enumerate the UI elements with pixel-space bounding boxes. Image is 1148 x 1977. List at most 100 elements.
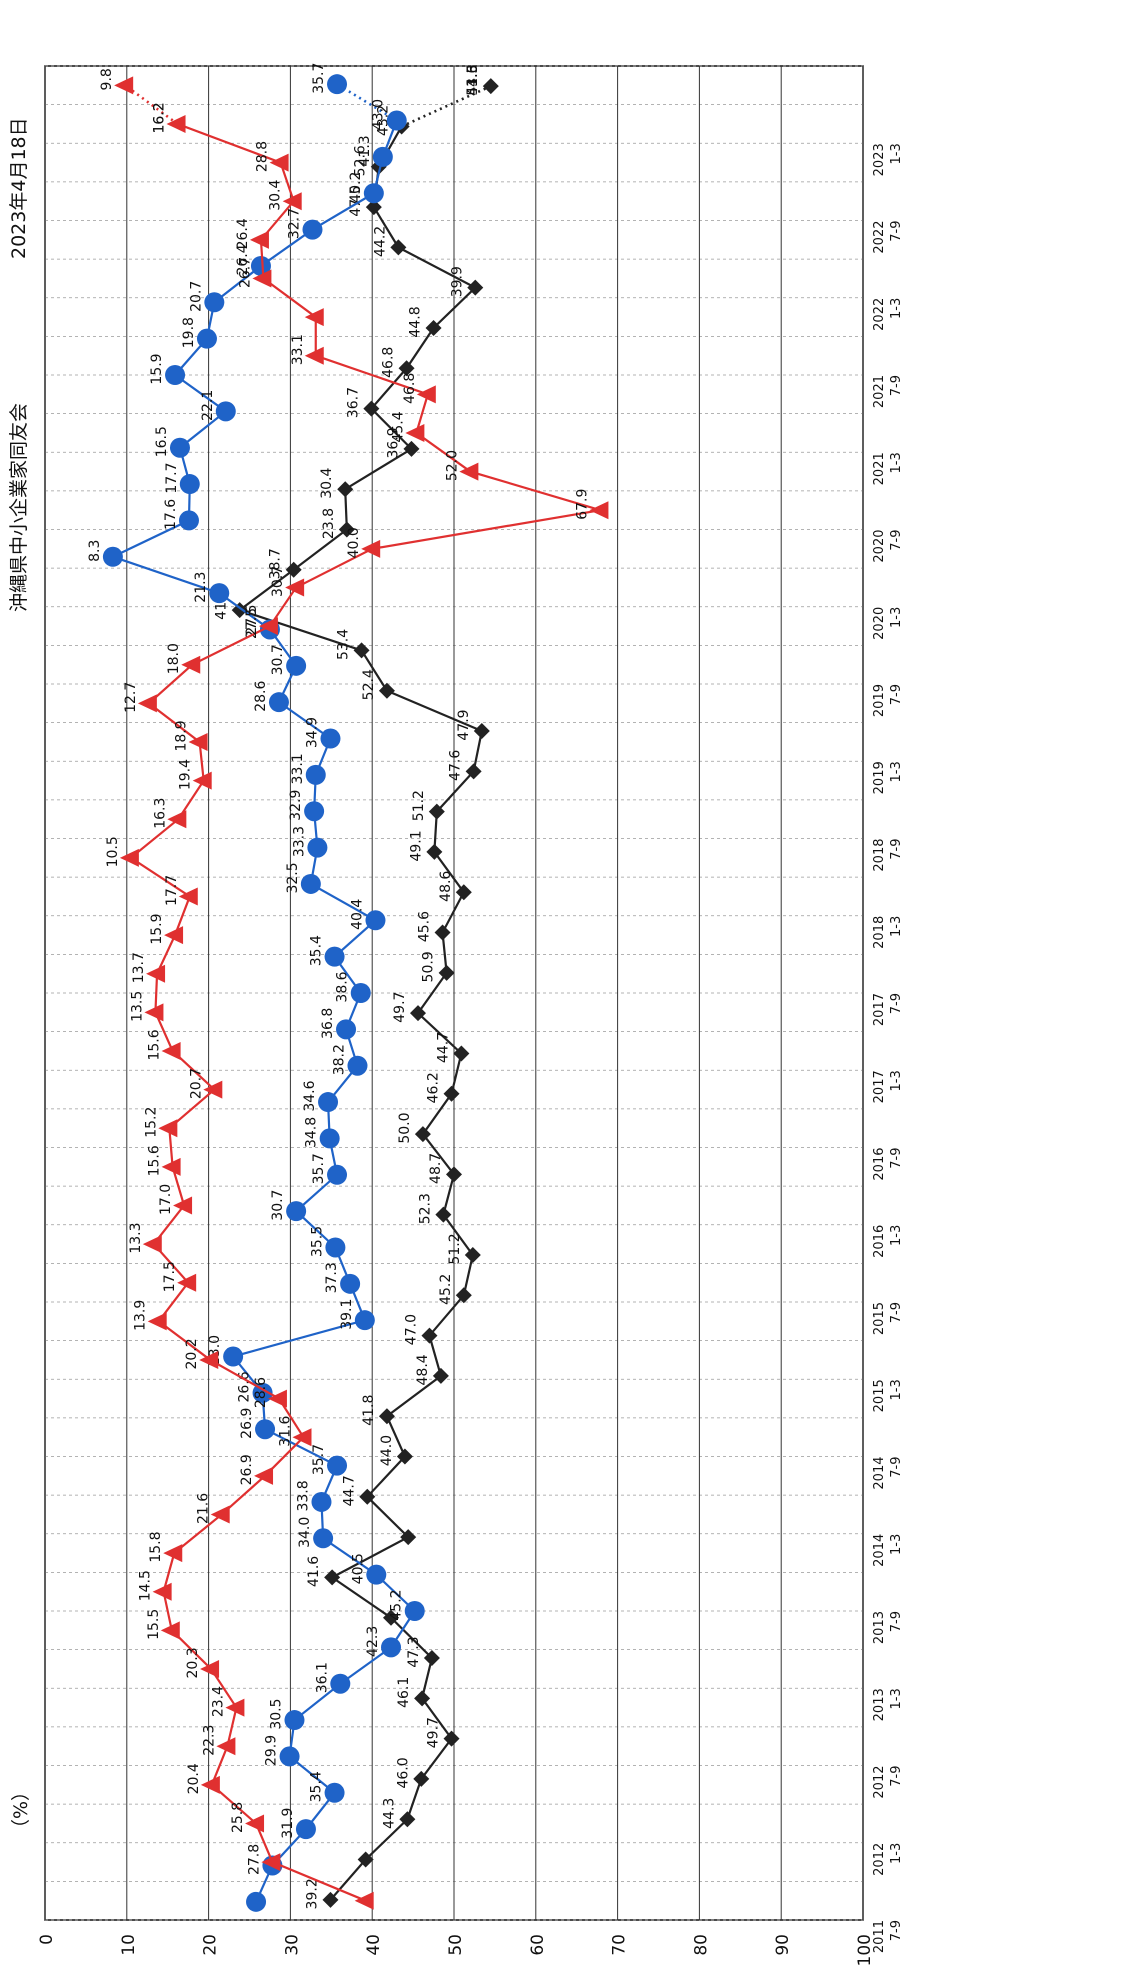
red-data-label: 15.6 <box>147 1145 163 1176</box>
period-quarter-label: 1-3 <box>889 916 904 937</box>
period-quarter-label: 7-9 <box>889 684 904 705</box>
red-data-label: 28.6 <box>253 1377 269 1408</box>
red-data-label: 52.0 <box>444 450 460 481</box>
period-year-label: 2021 <box>872 375 887 408</box>
blue-data-label: 33.3 <box>291 826 307 857</box>
blue-data-label: 31.9 <box>280 1808 296 1839</box>
blue-point <box>223 1346 244 1367</box>
black-data-label: 52.4 <box>361 669 377 700</box>
blue-point <box>252 1382 273 1403</box>
blue-data-label: 22.1 <box>200 390 216 421</box>
black-point <box>398 360 415 377</box>
period-year-label: 2019 <box>872 684 887 717</box>
blue-point <box>196 328 217 349</box>
period-quarter-label: 7-9 <box>889 993 904 1014</box>
period-quarter-label: 7-9 <box>889 221 904 242</box>
blue-data-label: 21.3 <box>193 572 209 603</box>
period-quarter-label: 1-3 <box>889 298 904 319</box>
red-point <box>188 732 208 751</box>
blue-point <box>354 1310 375 1331</box>
red-data-label: 12.7 <box>123 682 139 713</box>
black-point <box>338 521 355 538</box>
red-data-label: 19.4 <box>178 759 194 790</box>
black-data-label: 53.4 <box>336 629 352 660</box>
red-point <box>203 1080 223 1099</box>
red-point <box>161 1041 181 1060</box>
period-year-label: 2012 <box>872 1766 887 1799</box>
period-year-label: 2022 <box>872 298 887 331</box>
black-data-label: 47.6 <box>448 750 464 781</box>
period-quarter-label: 1-3 <box>889 1843 904 1864</box>
red-data-label: 16.2 <box>152 102 168 133</box>
blue-data-label: 17.6 <box>163 499 179 530</box>
black-point <box>285 561 302 578</box>
blue-data-label: 38.2 <box>331 1044 347 1075</box>
red-point <box>589 501 609 520</box>
blue-point <box>325 1237 346 1258</box>
black-data-label: 41.3 <box>465 65 481 96</box>
blue-data-label: 26.4 <box>235 244 251 275</box>
blue-point <box>304 801 325 822</box>
red-point <box>225 1698 245 1717</box>
period-quarter-label: 7-9 <box>889 839 904 860</box>
period-quarter-label: 1-3 <box>889 607 904 628</box>
red-point <box>269 153 289 172</box>
red-data-label: 25.8 <box>230 1802 246 1833</box>
period-quarter-label: 1-3 <box>889 1534 904 1555</box>
black-data-label: 43.6 <box>465 64 481 95</box>
red-data-label: 13.7 <box>131 952 147 983</box>
red-data-label: 21.6 <box>196 1493 212 1524</box>
red-point <box>147 1312 167 1331</box>
blue-point <box>102 546 123 567</box>
red-data-label: 13.5 <box>129 991 145 1022</box>
red-data-label: 26.7 <box>237 257 253 288</box>
red-point <box>114 76 134 95</box>
black-point <box>399 1811 416 1828</box>
black-data-label: 43.2 <box>376 105 392 136</box>
blue-data-label: 40.5 <box>350 1553 366 1584</box>
blue-data-label: 30.5 <box>268 1698 284 1729</box>
black-data-label: 46.0 <box>395 1757 411 1788</box>
red-point <box>304 308 324 327</box>
black-data-label: 39.9 <box>449 266 465 297</box>
period-year-label: 2015 <box>872 1379 887 1412</box>
blue-data-label: 28.6 <box>253 680 269 711</box>
black-data-label: 50.0 <box>397 1112 413 1143</box>
blue-data-label: 36.1 <box>314 1662 330 1693</box>
blue-data-label: 37.3 <box>324 1262 340 1293</box>
period-year-label: 2020 <box>872 607 887 640</box>
blue-data-label: 43.0 <box>371 99 387 130</box>
blue-data-label: 38.6 <box>335 971 351 1002</box>
red-point <box>267 1389 287 1408</box>
red-data-label: 15.5 <box>146 1609 162 1640</box>
blue-point <box>311 1491 332 1512</box>
blue-point <box>347 1055 368 1076</box>
red-point <box>252 269 272 288</box>
black-data-label: 51.2 <box>447 1233 463 1264</box>
blue-data-label: 35.7 <box>311 1153 327 1184</box>
blue-point <box>268 692 289 713</box>
blue-point <box>327 74 348 95</box>
blue-point <box>204 292 225 313</box>
blue-data-label: 35.7 <box>311 63 327 94</box>
red-data-label: 26.9 <box>239 1454 255 1485</box>
period-year-label: 2018 <box>872 839 887 872</box>
red-point <box>261 1853 281 1872</box>
period-quarter-label: 1-3 <box>889 143 904 164</box>
blue-point <box>209 583 230 604</box>
red-data-label: 26.4 <box>235 218 251 249</box>
black-data-label: 48.4 <box>415 1354 431 1385</box>
blue-point <box>179 474 200 495</box>
red-point <box>200 1775 220 1794</box>
red-data-label: 20.3 <box>185 1647 201 1678</box>
period-year-label: 2023 <box>872 143 887 176</box>
blue-point <box>404 1601 425 1621</box>
red-data-label: 33.1 <box>290 334 306 365</box>
blue-point <box>300 873 321 894</box>
blue-data-label: 41.3 <box>357 135 373 166</box>
blue-data-label: 32.5 <box>285 862 301 893</box>
black-data-label: 48.7 <box>428 1153 444 1184</box>
blue-point <box>246 1891 267 1912</box>
value-tick-label: 70 <box>610 1934 630 1956</box>
blue-data-label: 20.7 <box>188 281 204 312</box>
